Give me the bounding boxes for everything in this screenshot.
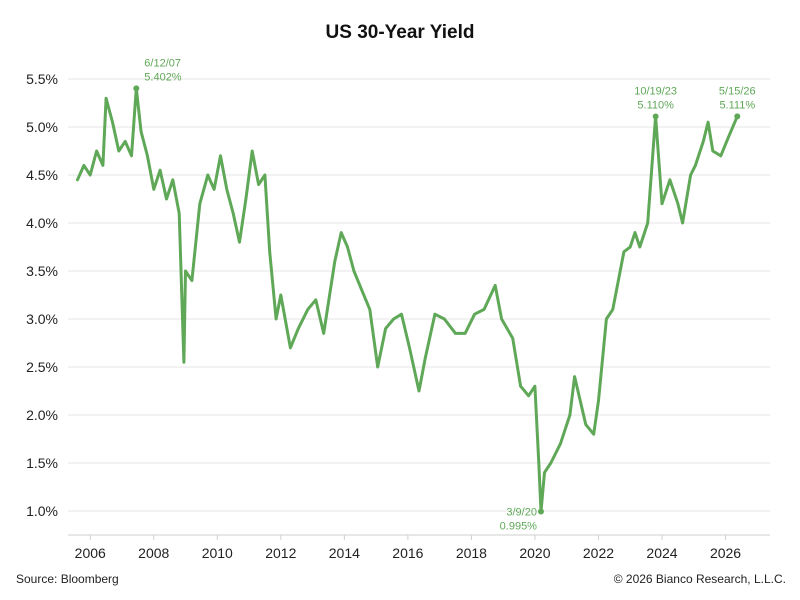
- y-tick-label: 2.5%: [26, 359, 58, 375]
- chart-title: US 30-Year Yield: [326, 22, 475, 43]
- annotation-value: 0.995%: [500, 520, 538, 532]
- y-tick-label: 1.5%: [26, 455, 58, 471]
- annotation-value: 5.110%: [637, 99, 674, 111]
- x-tick-label: 2018: [456, 545, 487, 561]
- gridlines: [68, 78, 770, 512]
- x-tick-label: 2016: [392, 545, 423, 561]
- x-tick-label: 2010: [202, 545, 233, 561]
- y-tick-label: 3.5%: [26, 263, 58, 279]
- y-tick-label: 5.0%: [26, 119, 58, 135]
- x-tick-label: 2022: [583, 545, 614, 561]
- x-tick-label: 2014: [329, 545, 360, 561]
- y-tick-label: 3.0%: [26, 311, 58, 327]
- x-tick-label: 2020: [519, 545, 550, 561]
- y-tick-label: 2.0%: [26, 407, 58, 423]
- y-tick-label: 4.5%: [26, 167, 58, 183]
- x-tick-label: 2008: [138, 545, 169, 561]
- annotations: 6/12/07 5.402% 10/19/23 5.110% 5/15/26 5.111%…: [133, 57, 756, 532]
- annotation-point: [133, 85, 140, 92]
- y-axis-ticks: 1.0% 1.5% 2.0% 2.5% 3.0% 3.5% 4.0% 4.5% 5.0% 5.5%: [26, 71, 58, 519]
- x-tick-label: 2026: [710, 545, 741, 561]
- annotation-date: 3/9/20: [506, 506, 537, 518]
- annotation-date: 5/15/26: [719, 85, 756, 97]
- annotation-point: [652, 113, 659, 120]
- y-tick-label: 1.0%: [26, 503, 58, 519]
- x-tick-label: 2012: [265, 545, 296, 561]
- series-layer: [76, 86, 739, 513]
- annotation-date: 6/12/07: [144, 57, 181, 69]
- annotation-date: 10/19/23: [634, 85, 677, 97]
- y-tick-label: 4.0%: [26, 215, 58, 231]
- annotation-value: 5.402%: [144, 71, 182, 83]
- annotation-point: [537, 508, 544, 515]
- yield-series-line: [76, 86, 739, 513]
- x-tick-label: 2024: [646, 545, 677, 561]
- annotation-value: 5.111%: [719, 99, 755, 111]
- x-axis-ticks: 2006 2008 2010 2012 2014 2016 2018 2020 2022 2024…: [75, 535, 741, 561]
- y-tick-label: 5.5%: [26, 71, 58, 87]
- source-note: Source: Bloomberg: [16, 572, 119, 586]
- annotation-point: [734, 113, 741, 120]
- copyright-note: © 2026 Bianco Research, L.L.C.: [614, 572, 786, 586]
- x-tick-label: 2006: [75, 545, 106, 561]
